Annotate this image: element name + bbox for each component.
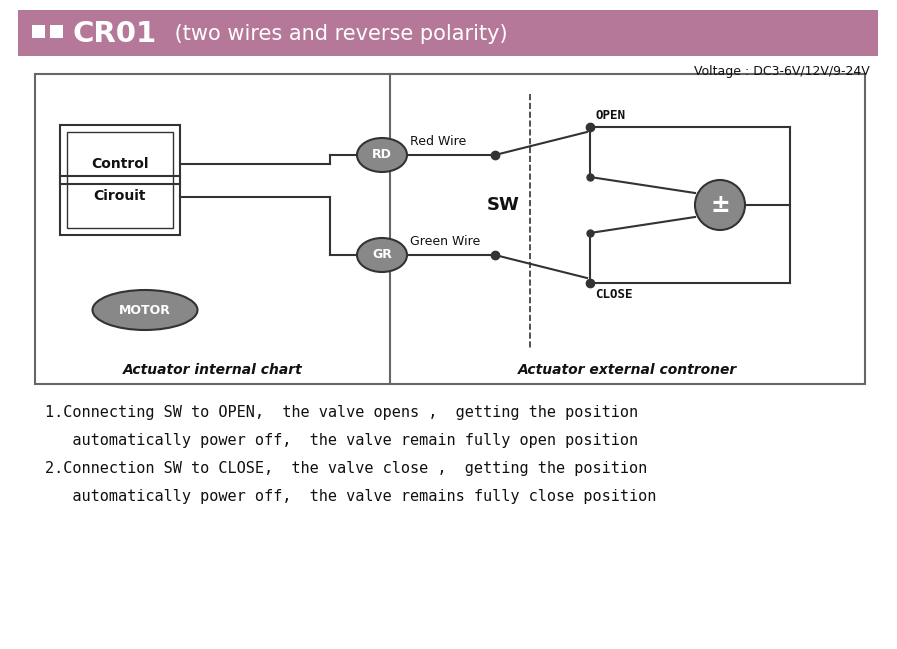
Text: (two wires and reverse polarity): (two wires and reverse polarity) (168, 24, 508, 44)
Text: MOTOR: MOTOR (119, 304, 171, 317)
Text: automatically power off,  the valve remains fully close position: automatically power off, the valve remai… (45, 489, 657, 504)
Ellipse shape (357, 138, 407, 172)
Bar (67, 132, 173, 228)
Bar (32, 25, 45, 38)
Text: GR: GR (372, 249, 392, 262)
Bar (35, 74, 865, 384)
Ellipse shape (695, 180, 745, 230)
Text: Red Wire: Red Wire (410, 135, 466, 148)
Ellipse shape (357, 238, 407, 272)
Text: 2.Connection SW to CLOSE,  the valve close ,  getting the position: 2.Connection SW to CLOSE, the valve clos… (45, 461, 648, 476)
Text: RD: RD (372, 149, 392, 162)
Bar (50, 25, 63, 38)
Text: Actuator external controner: Actuator external controner (518, 363, 737, 377)
Bar (60, 125, 180, 235)
Text: CR01: CR01 (72, 20, 156, 48)
Text: automatically power off,  the valve remain fully open position: automatically power off, the valve remai… (45, 433, 638, 448)
Text: ±: ± (710, 193, 730, 217)
Ellipse shape (92, 290, 197, 330)
Text: CLOSE: CLOSE (595, 288, 632, 301)
Text: Voltage : DC3-6V/12V/9-24V: Voltage : DC3-6V/12V/9-24V (694, 66, 870, 79)
Text: 1.Connecting SW to OPEN,  the valve opens ,  getting the position: 1.Connecting SW to OPEN, the valve opens… (45, 405, 638, 420)
Text: Control: Control (91, 156, 149, 171)
Text: Cirouit: Cirouit (94, 190, 146, 204)
Text: OPEN: OPEN (595, 109, 625, 122)
Text: Actuator internal chart: Actuator internal chart (123, 363, 302, 377)
Text: Green Wire: Green Wire (410, 235, 480, 248)
Text: SW: SW (487, 196, 520, 214)
Bar (18, 10, 878, 56)
